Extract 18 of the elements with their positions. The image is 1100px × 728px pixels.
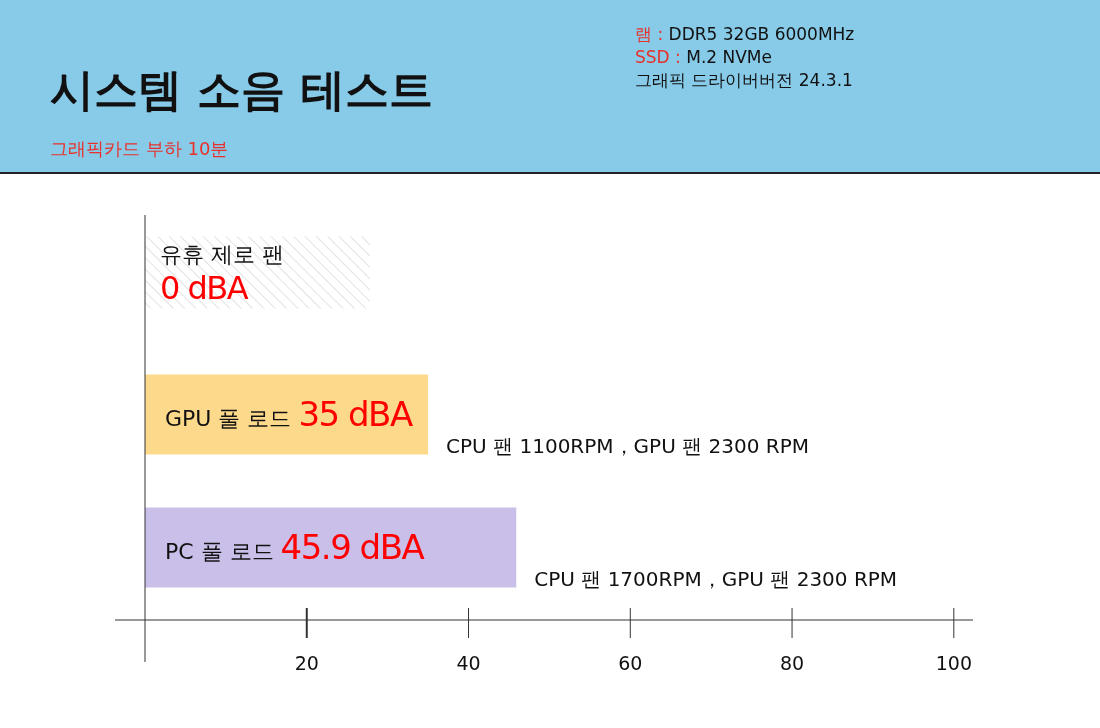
x-tick-label: 40 (456, 652, 481, 674)
y-tick-label: GPU 풀 로드 (165, 405, 299, 431)
y-tick-label: PC 풀 로드 (165, 538, 281, 564)
text: SSD : M.2 NVMe (635, 47, 772, 67)
data-label: 45.9 dBA (280, 526, 425, 567)
data-label: 0 dBA (160, 268, 249, 307)
annotation: CPU 팬 1700RPM，GPU 팬 2300 RPM (534, 566, 898, 591)
text: 램 : DDR5 32GB 6000MHz (635, 24, 855, 44)
data-label: 35 dBA (298, 393, 413, 434)
y-tick-label: 유휴 제로 팬 (160, 241, 284, 267)
x-tick-label: 80 (779, 652, 805, 674)
x-tick-label: 60 (618, 652, 643, 674)
chart-title: 시스템 소음 테스트 (50, 64, 433, 115)
chart-subtitle: 그래픽카드 부하 10분 (50, 138, 229, 159)
x-tick-label: 20 (294, 652, 319, 674)
annotation: CPU 팬 1100RPM，GPU 팬 2300 RPM (446, 433, 809, 458)
text: 그래픽 드라이버버전 24.3.1 (635, 70, 853, 90)
x-tick-label: 100 (935, 652, 972, 674)
